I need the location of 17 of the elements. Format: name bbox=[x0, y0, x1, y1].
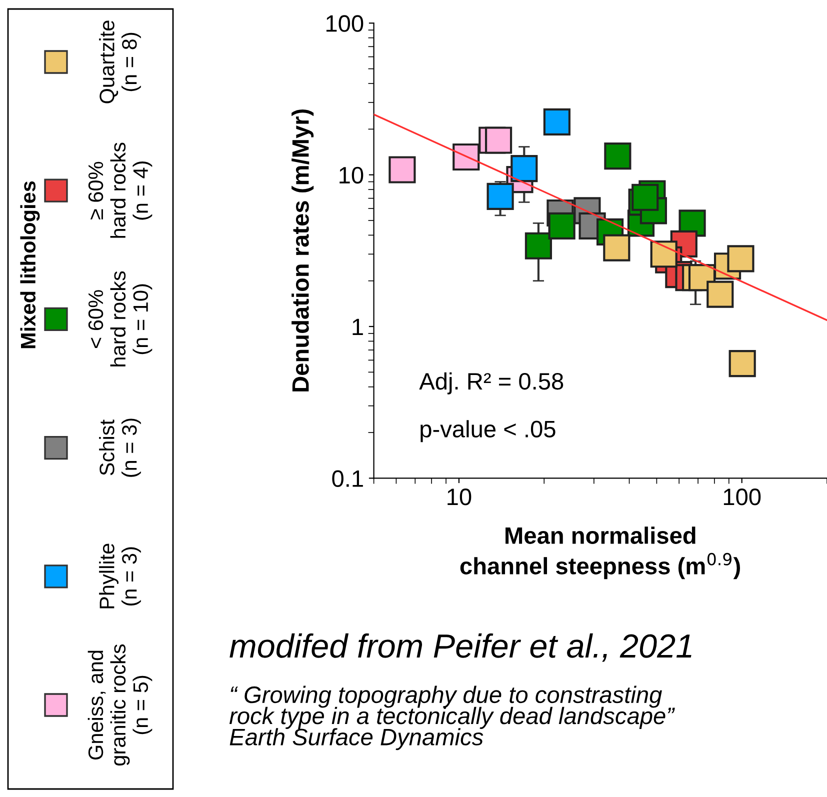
text: modifed from Peifer et al., 2021 bbox=[230, 633, 692, 662]
text: “ Growing topography due to constrasting rock type in a tectonically dead landscape” Earth Surface Dynamics bbox=[229, 686, 675, 750]
y-axis-title: Denudation rates (m/Myr) bbox=[292, 109, 314, 392]
legend-label: Gneiss, and granitic rocks (n = 5) bbox=[88, 644, 152, 766]
legend-title: Mixed lithologies bbox=[20, 181, 40, 348]
y-tick-label: 10 bbox=[340, 166, 364, 184]
legend-label: ≥ 60% hard rocks (n = 4) bbox=[88, 142, 152, 238]
legend-label: < 60% hard rocks (n = 10) bbox=[88, 271, 152, 366]
legend-label: Phyllite (n = 3) bbox=[99, 544, 141, 608]
legend-label: Schist (n = 3) bbox=[99, 418, 141, 477]
annotation: p-value < .05 bbox=[420, 420, 556, 442]
y-tick-label: 1 bbox=[352, 318, 363, 336]
y-tick-label: 0.1 bbox=[332, 470, 363, 487]
annotation: Adj. R² = 0.58 bbox=[419, 372, 564, 394]
y-tick-label: 100 bbox=[326, 15, 364, 32]
x-axis-title: Mean normalised channel steepness (m$^{0.9}$) bbox=[460, 526, 740, 580]
legend-label: Quartzite (n = 8) bbox=[99, 20, 141, 104]
